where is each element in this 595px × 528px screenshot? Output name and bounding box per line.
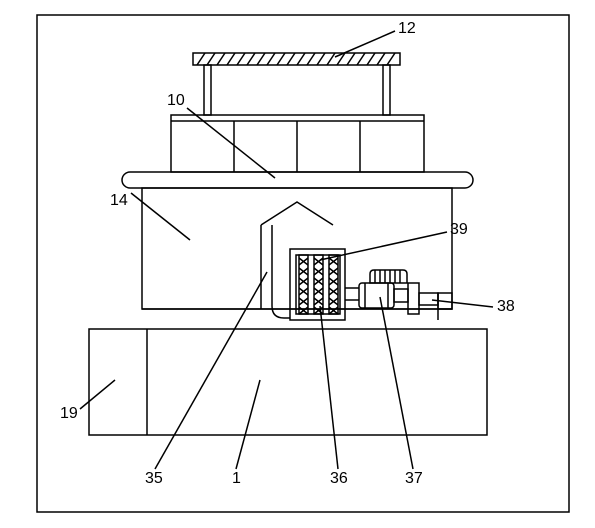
motor-conn bbox=[394, 289, 408, 302]
leader-19 bbox=[80, 380, 115, 409]
leader-38 bbox=[432, 300, 493, 307]
label-12: 12 bbox=[398, 20, 416, 38]
leader-35 bbox=[155, 272, 267, 469]
motor-out-pipe bbox=[419, 293, 438, 305]
filter-columns bbox=[299, 255, 338, 314]
label-19: 19 bbox=[60, 405, 78, 423]
leader-39 bbox=[320, 232, 447, 260]
peak bbox=[261, 202, 333, 225]
leader-37 bbox=[380, 297, 413, 469]
post-right bbox=[383, 65, 390, 115]
leader-1 bbox=[236, 380, 260, 469]
label-14: 14 bbox=[110, 192, 128, 210]
label-39: 39 bbox=[450, 221, 468, 239]
label-36: 36 bbox=[330, 470, 348, 488]
leader-14 bbox=[131, 193, 190, 240]
label-38: 38 bbox=[497, 298, 515, 316]
base-box bbox=[89, 329, 487, 435]
label-1: 1 bbox=[232, 470, 241, 488]
post-left bbox=[204, 65, 211, 115]
leader-10 bbox=[187, 108, 275, 178]
border-rect bbox=[37, 15, 569, 512]
diagram-container: 12 10 14 39 38 37 36 1 35 19 bbox=[0, 0, 595, 528]
filter-inner bbox=[296, 255, 340, 314]
label-10: 10 bbox=[167, 92, 185, 110]
leader-36 bbox=[320, 306, 338, 469]
pipe-bend-top bbox=[272, 306, 290, 318]
diagram-svg bbox=[0, 0, 595, 528]
top-plate-hatch bbox=[197, 53, 395, 65]
label-37: 37 bbox=[405, 470, 423, 488]
label-35: 35 bbox=[145, 470, 163, 488]
pipe-bend-bot bbox=[261, 309, 487, 329]
collar bbox=[122, 172, 473, 188]
